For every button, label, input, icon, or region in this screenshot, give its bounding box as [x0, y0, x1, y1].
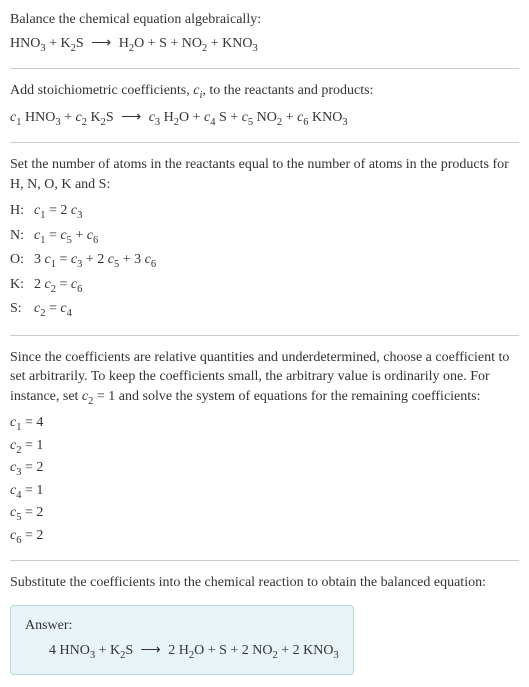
element-label: N: — [10, 225, 34, 249]
divider — [10, 142, 519, 143]
element-equation: c2 = c4 — [34, 298, 162, 322]
divider — [10, 68, 519, 69]
element-label: K: — [10, 274, 34, 298]
intro-section: Balance the chemical equation algebraica… — [10, 10, 519, 56]
substitute-section: Substitute the coefficients into the che… — [10, 573, 519, 593]
atoms-section: Set the number of atoms in the reactants… — [10, 155, 519, 323]
intro-text: Balance the chemical equation algebraica… — [10, 10, 519, 30]
atoms-table: H: c1 = 2 c3 N: c1 = c5 + c6 O: 3 c1 = c… — [10, 200, 162, 322]
element-equation: 2 c2 = c6 — [34, 274, 162, 298]
coefficient-item: c6 = 2 — [10, 526, 519, 548]
answer-label: Answer: — [25, 616, 339, 636]
coefficient-item: c4 = 1 — [10, 481, 519, 503]
intro-equation: HNO3 + K2S ⟶ H2O + S + NO2 + KNO3 — [10, 34, 519, 56]
element-equation: c1 = c5 + c6 — [34, 225, 162, 249]
coefficients-list: c1 = 4 c2 = 1 c3 = 2 c4 = 1 c5 = 2 c6 = … — [10, 413, 519, 548]
table-row: K: 2 c2 = c6 — [10, 274, 162, 298]
element-label: S: — [10, 298, 34, 322]
divider — [10, 335, 519, 336]
table-row: O: 3 c1 = c3 + 2 c5 + 3 c6 — [10, 249, 162, 273]
solve-text: Since the coefficients are relative quan… — [10, 348, 519, 410]
stoich-equation: c1 HNO3 + c2 K2S ⟶ c3 H2O + c4 S + c5 NO… — [10, 108, 519, 130]
coefficient-item: c5 = 2 — [10, 503, 519, 525]
stoich-section: Add stoichiometric coefficients, ci, to … — [10, 81, 519, 130]
coefficient-item: c1 = 4 — [10, 413, 519, 435]
element-equation: 3 c1 = c3 + 2 c5 + 3 c6 — [34, 249, 162, 273]
solve-section: Since the coefficients are relative quan… — [10, 348, 519, 549]
element-equation: c1 = 2 c3 — [34, 200, 162, 224]
substitute-text: Substitute the coefficients into the che… — [10, 573, 519, 593]
table-row: H: c1 = 2 c3 — [10, 200, 162, 224]
atoms-text: Set the number of atoms in the reactants… — [10, 155, 519, 194]
table-row: S: c2 = c4 — [10, 298, 162, 322]
answer-equation: 4 HNO3 + K2S ⟶ 2 H2O + S + 2 NO2 + 2 KNO… — [25, 641, 339, 663]
divider — [10, 560, 519, 561]
answer-box: Answer: 4 HNO3 + K2S ⟶ 2 H2O + S + 2 NO2… — [10, 605, 354, 675]
element-label: O: — [10, 249, 34, 273]
stoich-text: Add stoichiometric coefficients, ci, to … — [10, 81, 519, 103]
coefficient-item: c2 = 1 — [10, 436, 519, 458]
coefficient-item: c3 = 2 — [10, 458, 519, 480]
element-label: H: — [10, 200, 34, 224]
table-row: N: c1 = c5 + c6 — [10, 225, 162, 249]
